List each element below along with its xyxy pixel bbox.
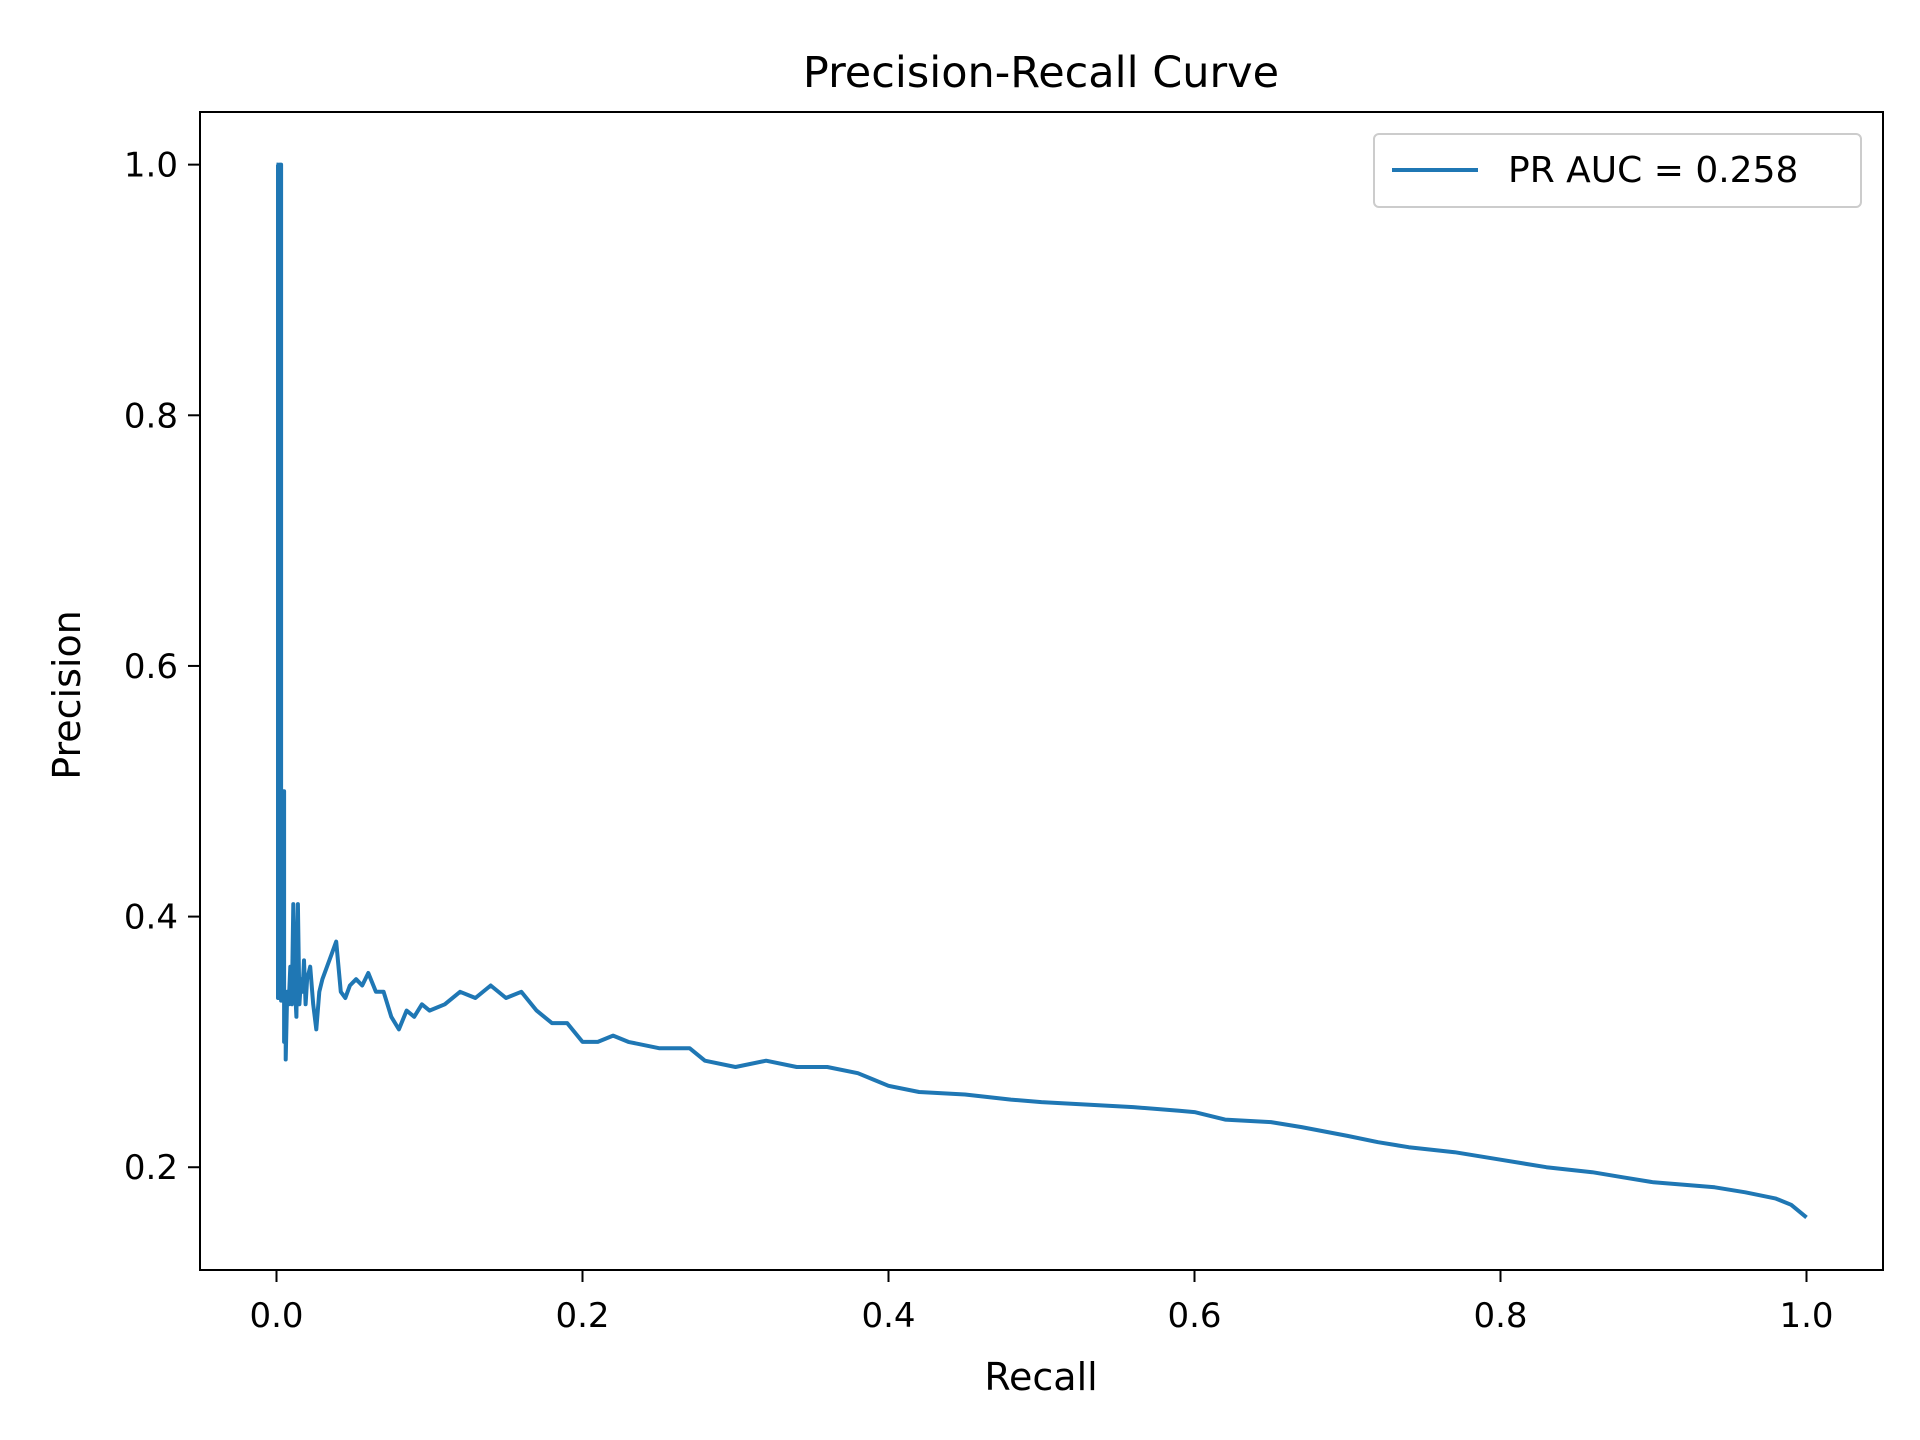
chart-title: Precision-Recall Curve <box>803 48 1279 98</box>
y-axis-label: Precision <box>45 610 89 780</box>
x-tick-label: 0.6 <box>1167 1296 1221 1336</box>
y-tick-label: 1.0 <box>124 146 178 186</box>
y-tick-label: 0.8 <box>124 396 178 436</box>
x-axis-ticks: 0.0 0.2 0.4 0.6 0.8 1.0 <box>249 1270 1834 1336</box>
x-tick-label: 0.8 <box>1473 1296 1527 1336</box>
y-tick-label: 0.6 <box>124 647 178 687</box>
x-tick-label: 0.2 <box>555 1296 609 1336</box>
x-axis-label: Recall <box>984 1355 1097 1399</box>
plot-area-frame <box>199 111 1884 1271</box>
legend-box <box>1373 133 1862 208</box>
x-tick-label: 0.4 <box>861 1296 915 1336</box>
legend-label: PR AUC = 0.258 <box>1508 150 1798 191</box>
pr-curve-line <box>276 162 1808 1219</box>
y-axis-ticks: 0.2 0.4 0.6 0.8 1.0 <box>124 146 200 1188</box>
y-tick-label: 0.2 <box>124 1148 178 1188</box>
y-tick-label: 0.4 <box>124 898 178 938</box>
x-tick-label: 1.0 <box>1779 1296 1833 1336</box>
legend: PR AUC = 0.258 <box>1373 133 1862 208</box>
x-tick-label: 0.0 <box>249 1296 303 1336</box>
